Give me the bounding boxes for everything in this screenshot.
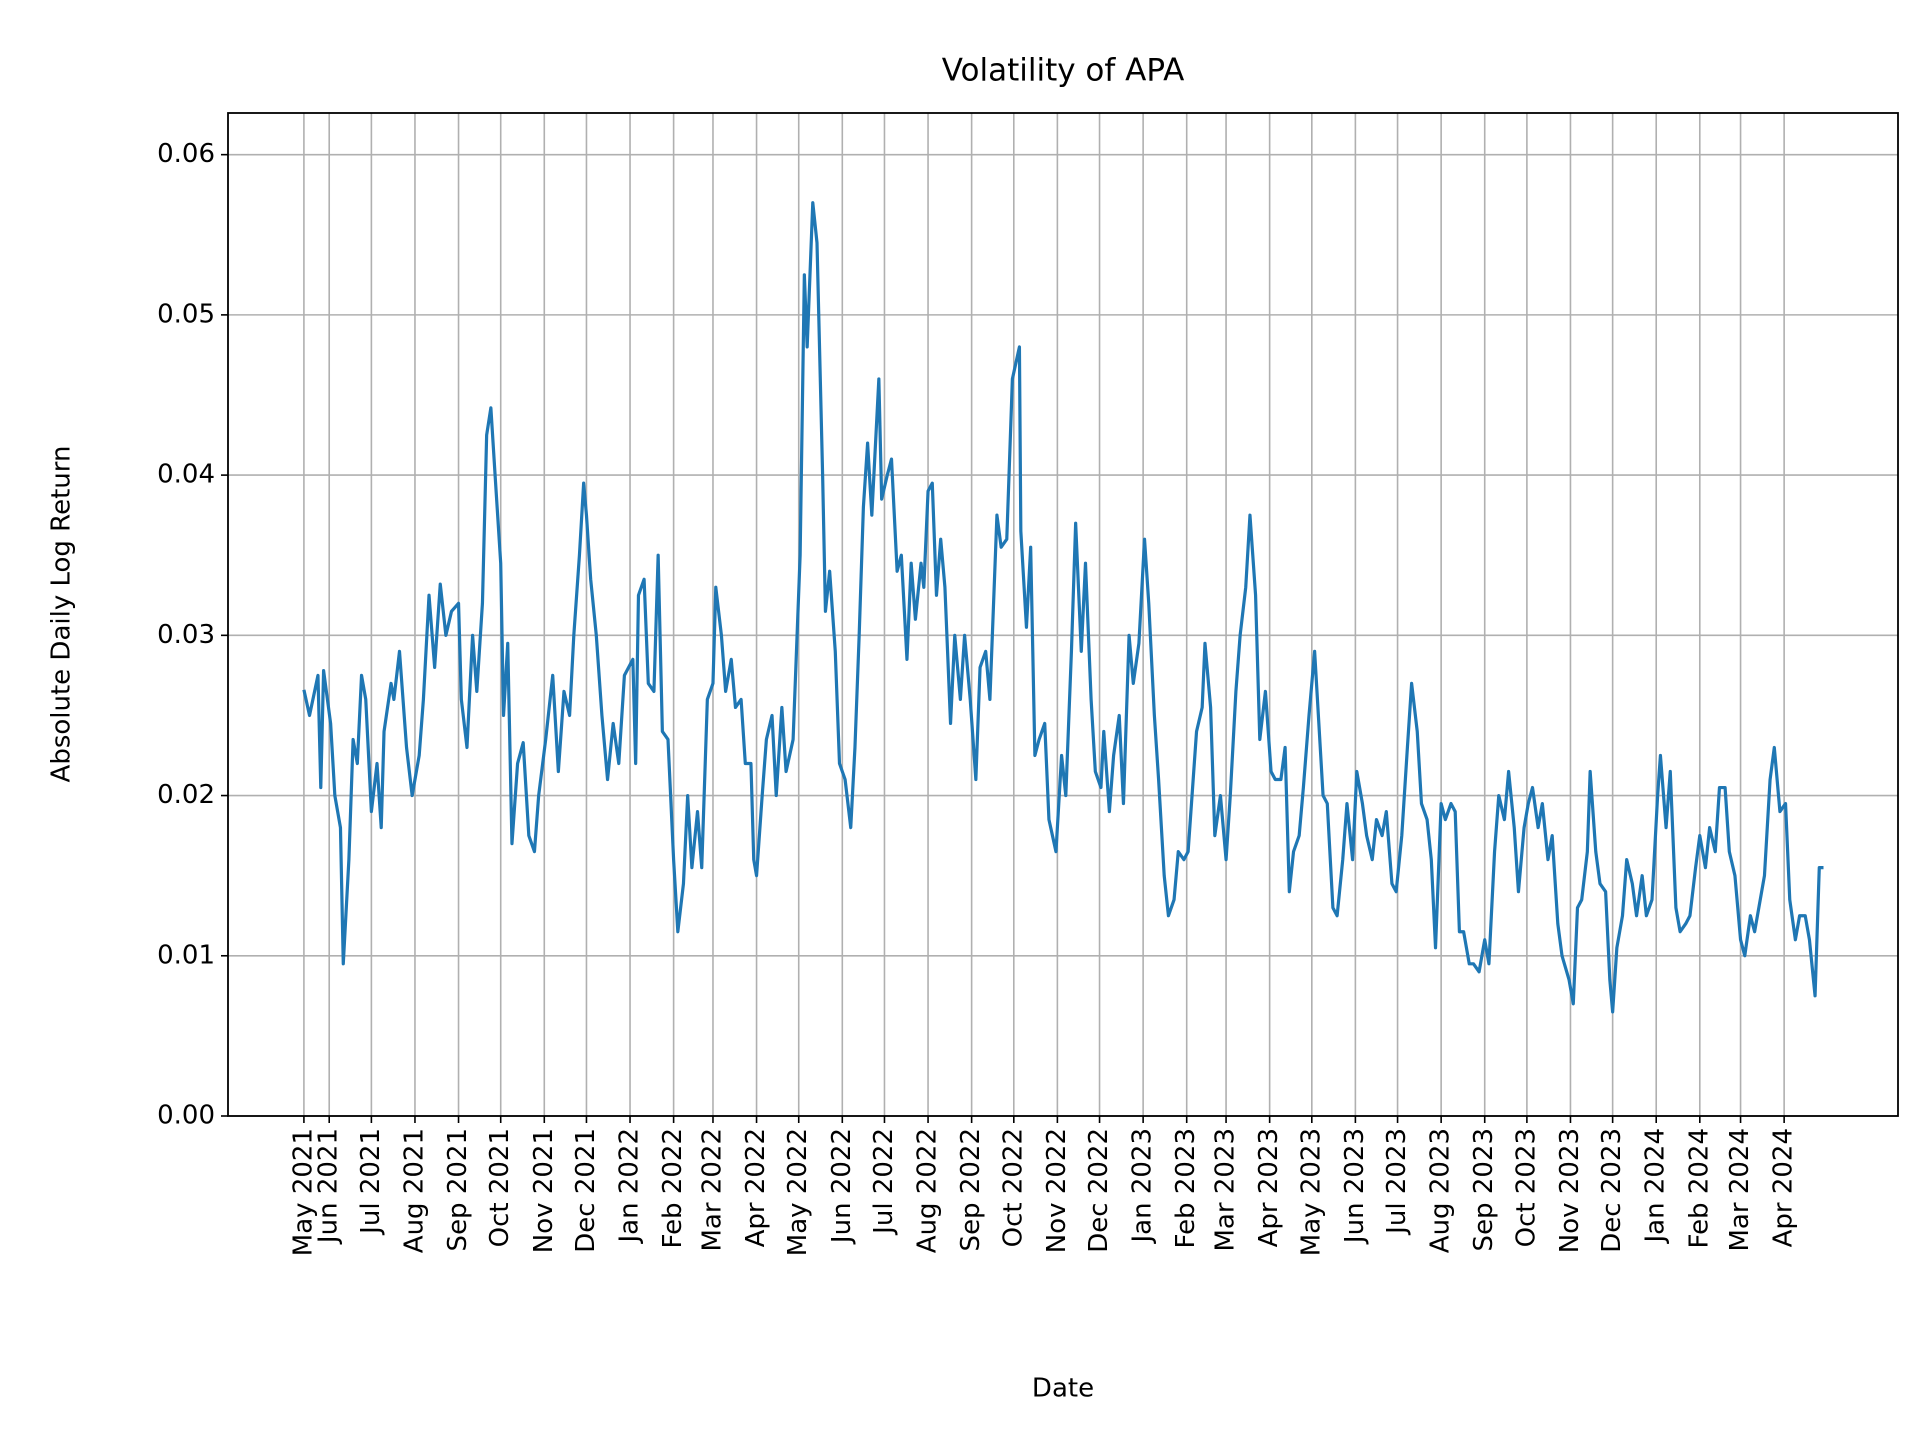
- x-tick-label: May 2022: [783, 1128, 813, 1256]
- x-tick-label: Sep 2023: [1469, 1128, 1499, 1251]
- x-tick-label: Dec 2021: [571, 1128, 601, 1253]
- y-tick-label: 0.04: [157, 460, 215, 490]
- x-tick-label: Feb 2022: [658, 1128, 688, 1248]
- x-tick-label: Dec 2023: [1597, 1128, 1627, 1253]
- x-tick-label: Jul 2022: [869, 1128, 899, 1236]
- x-tick-label: Nov 2022: [1042, 1128, 1072, 1253]
- x-tick-label: Aug 2023: [1426, 1128, 1456, 1253]
- x-tick-label: Jan 2024: [1641, 1128, 1671, 1245]
- x-tick-label: Jun 2023: [1340, 1128, 1370, 1245]
- y-tick-label: 0.01: [157, 940, 215, 970]
- x-tick-label: Jul 2021: [356, 1128, 386, 1236]
- chart-title: Volatility of APA: [942, 53, 1185, 89]
- y-tick-label: 0.05: [157, 299, 215, 329]
- x-tick-label: Apr 2022: [741, 1128, 771, 1247]
- y-tick-label: 0.02: [157, 780, 215, 810]
- x-tick-label: Apr 2023: [1254, 1128, 1284, 1247]
- x-tick-label: Jan 2022: [615, 1128, 645, 1245]
- x-tick-label: Jun 2022: [827, 1128, 857, 1245]
- y-tick-label: 0.03: [157, 620, 215, 650]
- y-axis-label: Absolute Daily Log Return: [47, 446, 77, 783]
- x-tick-label: Dec 2022: [1084, 1128, 1114, 1253]
- x-tick-label: Jan 2023: [1128, 1128, 1158, 1245]
- y-tick-label: 0.00: [157, 1101, 215, 1131]
- x-tick-label: Mar 2024: [1725, 1128, 1755, 1252]
- x-tick-label: Mar 2022: [697, 1128, 727, 1252]
- x-tick-label: Mar 2023: [1211, 1128, 1241, 1252]
- x-tick-label: Jun 2021: [314, 1128, 344, 1245]
- x-axis-label: Date: [1032, 1374, 1094, 1404]
- plot-frame: [227, 112, 1899, 1117]
- x-tick-label: Apr 2024: [1769, 1128, 1799, 1247]
- x-tick-label: Nov 2021: [529, 1128, 559, 1253]
- x-tick-label: Sep 2022: [956, 1128, 986, 1251]
- x-tick-label: Oct 2023: [1511, 1128, 1541, 1247]
- x-tick-label: Aug 2022: [913, 1128, 943, 1253]
- x-tick-label: Aug 2021: [399, 1128, 429, 1253]
- x-tick-label: May 2023: [1296, 1128, 1326, 1256]
- x-tick-label: Sep 2021: [443, 1128, 473, 1251]
- x-tick-label: Oct 2021: [485, 1128, 515, 1247]
- x-tick-label: Oct 2022: [998, 1128, 1028, 1247]
- x-tick-label: Feb 2023: [1171, 1128, 1201, 1248]
- y-tick-label: 0.06: [157, 139, 215, 169]
- x-tick-label: May 2021: [288, 1128, 318, 1256]
- x-tick-label: Jul 2023: [1382, 1128, 1412, 1236]
- x-tick-label: Nov 2023: [1555, 1128, 1585, 1253]
- data-line: [302, 201, 1824, 1014]
- x-tick-label: Feb 2024: [1684, 1128, 1714, 1248]
